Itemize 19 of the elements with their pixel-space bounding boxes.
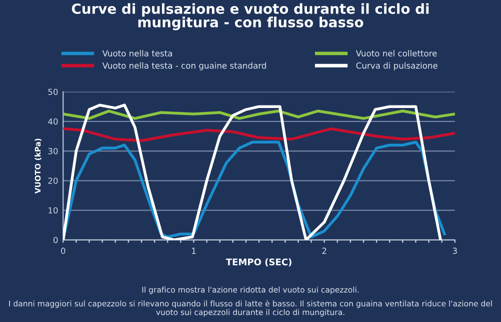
chart-title: Curve di pulsazione e vuoto durante il ciclo di mungitura - con flusso basso (72, 3, 429, 30)
x-axis-title: TEMPO (SEC) (226, 258, 292, 266)
legend-label: Vuoto nella testa (102, 50, 172, 56)
line-series (63, 104, 442, 240)
line-series (63, 110, 455, 120)
x-tick-label: 0 (61, 248, 66, 254)
x-tick-label: 2 (322, 248, 326, 254)
line-series (63, 127, 455, 142)
y-tick-label: 10 (48, 207, 58, 214)
legend-label: Curva di pulsazione (356, 62, 438, 70)
x-tick-label: 3 (452, 248, 457, 254)
legend-label: Vuoto nella testa - con guaine standard (102, 62, 266, 70)
y-tick-label: 40 (48, 118, 58, 125)
y-tick-label: 50 (48, 88, 58, 96)
legend-label: Vuoto nel collettore (356, 50, 437, 56)
x-tick-label: 1 (192, 248, 196, 254)
y-tick-label: 20 (48, 178, 58, 184)
y-tick-label: 0 (54, 236, 58, 244)
y-tick-label: 30 (48, 148, 58, 154)
